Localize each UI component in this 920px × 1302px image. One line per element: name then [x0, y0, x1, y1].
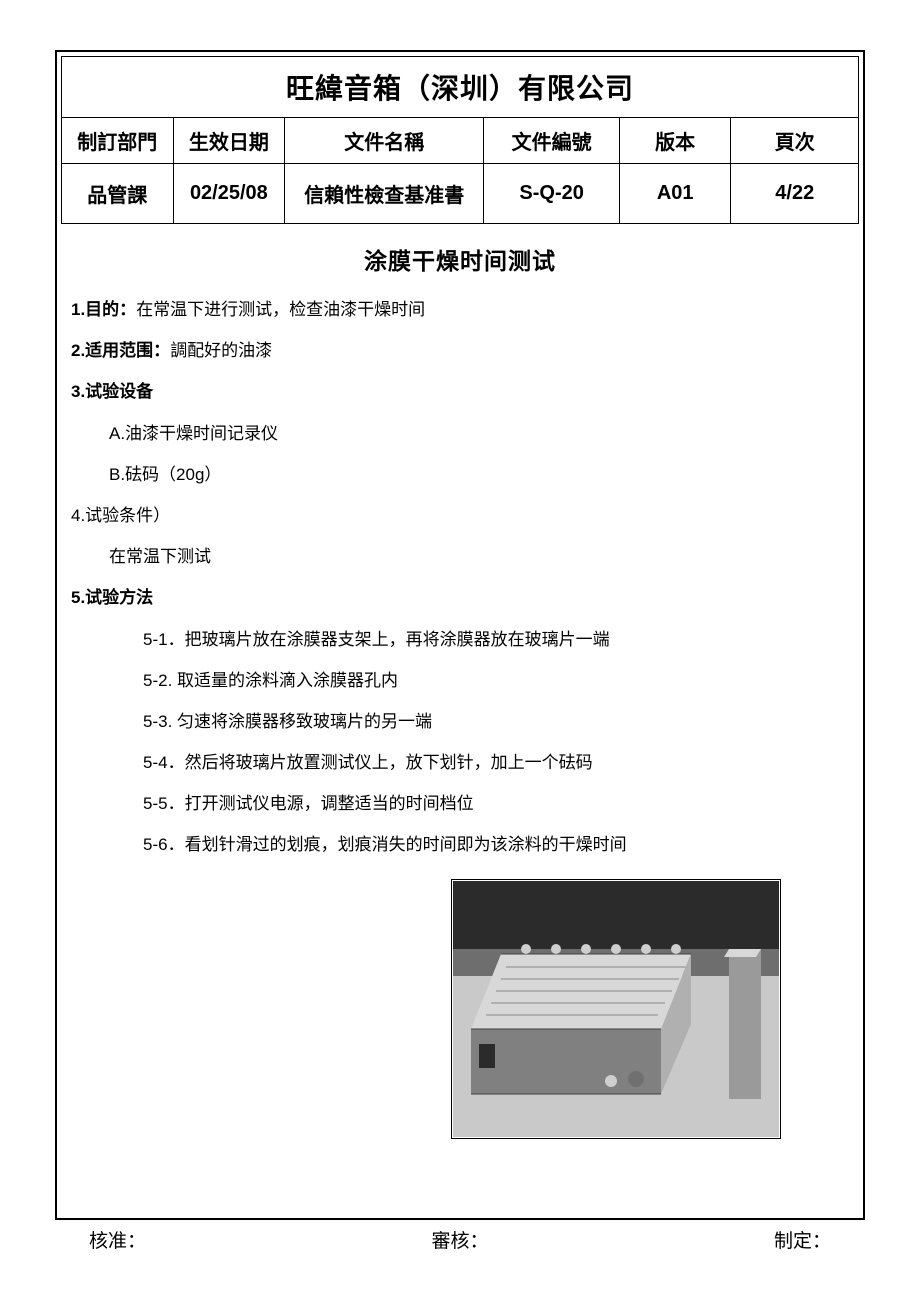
label-page: 頁次: [731, 118, 859, 164]
s3-label: 3.试验设备: [71, 378, 849, 405]
section-title: 涂膜干燥时间测试: [71, 242, 849, 276]
device-illustration: [451, 879, 781, 1139]
value-dept: 品管課: [62, 164, 174, 224]
content-area: 涂膜干燥时间测试 1.目的：在常温下进行测试，检查油漆干燥时间 2.适用范围：調…: [61, 224, 859, 1214]
footer: 核准： 審核： 制定：: [55, 1220, 865, 1253]
value-ver: A01: [619, 164, 731, 224]
company-name: 旺緯音箱（深圳）有限公司: [62, 57, 859, 118]
s2-label: 2.适用范围：: [71, 341, 170, 360]
s1-label: 1.目的：: [71, 300, 136, 319]
label-date: 生效日期: [173, 118, 285, 164]
header-table: 旺緯音箱（深圳）有限公司 制訂部門 生效日期 文件名稱 文件編號 版本 頁次 品…: [61, 56, 859, 224]
s2-text: 調配好的油漆: [170, 341, 272, 360]
s5-step-6: 5-6．看划针滑过的划痕，划痕消失的时间即为该涂料的干燥时间: [71, 831, 849, 858]
label-ver: 版本: [619, 118, 731, 164]
label-name: 文件名稱: [285, 118, 484, 164]
value-date: 02/25/08: [173, 164, 285, 224]
value-page: 4/22: [731, 164, 859, 224]
section-1: 1.目的：在常温下进行测试，检查油漆干燥时间: [71, 296, 849, 323]
s5-step-5: 5-5．打开测试仪电源，调整适当的时间档位: [71, 790, 849, 817]
document-frame: 旺緯音箱（深圳）有限公司 制訂部門 生效日期 文件名稱 文件編號 版本 頁次 品…: [55, 50, 865, 1220]
label-num: 文件編號: [484, 118, 619, 164]
s4-text: 在常温下测试: [71, 543, 849, 570]
footer-review: 審核：: [431, 1226, 488, 1253]
label-dept: 制訂部門: [62, 118, 174, 164]
value-name: 信賴性檢查基准書: [285, 164, 484, 224]
s4-label: 4.试验条件）: [71, 502, 849, 529]
section-2: 2.适用范围：調配好的油漆: [71, 337, 849, 364]
s5-step-1: 5-1．把玻璃片放在涂膜器支架上，再将涂膜器放在玻璃片一端: [71, 626, 849, 653]
s5-step-4: 5-4．然后将玻璃片放置测试仪上，放下划针，加上一个砝码: [71, 749, 849, 776]
s5-step-2: 5-2. 取适量的涂料滴入涂膜器孔内: [71, 667, 849, 694]
s3-item-b: B.砝码（20g）: [71, 461, 849, 488]
footer-approve: 核准：: [89, 1226, 146, 1253]
s5-step-3: 5-3. 匀速将涂膜器移致玻璃片的另一端: [71, 708, 849, 735]
s3-item-a: A.油漆干燥时间记录仪: [71, 420, 849, 447]
value-num: S-Q-20: [484, 164, 619, 224]
s5-label: 5.试验方法: [71, 584, 849, 611]
s1-text: 在常温下进行测试，检查油漆干燥时间: [136, 300, 425, 319]
footer-prepare: 制定：: [774, 1226, 831, 1253]
